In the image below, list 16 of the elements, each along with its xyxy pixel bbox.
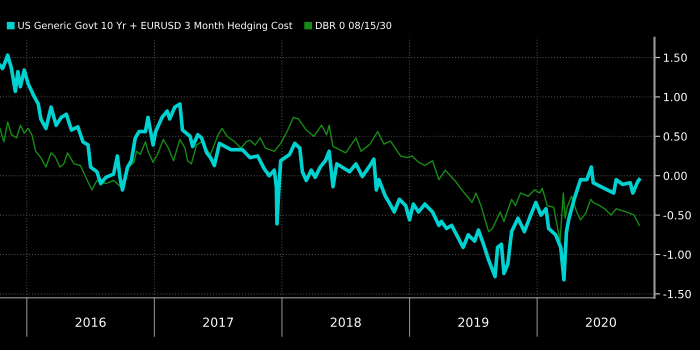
y-tick-label: -0.50 [663, 211, 691, 220]
x-tick-label: 2020 [586, 318, 616, 327]
x-tick-label: 2017 [203, 318, 234, 327]
line-series [0, 116, 640, 242]
legend-label: US Generic Govt 10 Yr + EURUSD 3 Month Hedging Cost [18, 22, 292, 31]
legend-label: DBR 0 08/15/30 [316, 22, 392, 30]
line-series [0, 53, 641, 282]
y-tick-label: 1.50 [664, 53, 687, 62]
y-tick-label: -1.00 [663, 250, 691, 259]
y-tick-label: 0.00 [664, 172, 687, 180]
y-tick-label: 0.50 [664, 132, 687, 141]
x-tick-label: 2016 [76, 318, 106, 327]
y-tick-label: 1.00 [664, 92, 687, 102]
y-tick-label: -1.50 [663, 290, 691, 298]
x-tick-label: 2018 [330, 318, 361, 327]
x-tick-label: 2019 [458, 318, 488, 327]
